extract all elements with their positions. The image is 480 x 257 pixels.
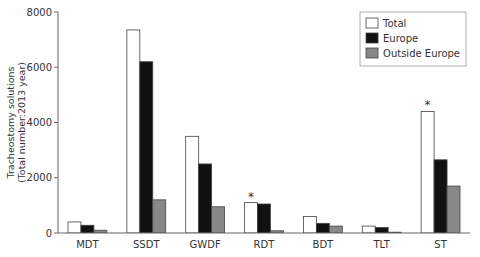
annotation: *	[248, 190, 254, 204]
y-tick-label: 4000	[27, 117, 52, 128]
x-tick-label: BDT	[313, 239, 335, 250]
y-tick	[54, 67, 58, 68]
legend-frame	[360, 12, 466, 66]
chart: 0 2000 4000 6000 8000 MDT SSDT GWDF RDT BDT TLT ST *…	[0, 0, 480, 257]
y-axis-label: Tracheostomy solutions(Total number:2013…	[5, 62, 27, 183]
x-tick-label: RDT	[254, 239, 276, 250]
legend-label: Outside Europe	[383, 48, 460, 59]
legend-label: Total	[382, 18, 406, 29]
bar	[316, 223, 329, 233]
bar	[421, 111, 434, 233]
bar	[153, 200, 166, 233]
bar	[362, 226, 375, 233]
y-axis	[58, 12, 59, 233]
y-tick-label: 0	[46, 228, 52, 239]
y-tick	[54, 177, 58, 178]
legend-swatch	[366, 33, 378, 43]
y-tick	[54, 122, 58, 123]
bar	[68, 222, 81, 233]
annotation: *	[425, 98, 431, 112]
bar	[375, 227, 388, 233]
bar	[303, 216, 316, 233]
bar	[127, 30, 140, 233]
y-axis-label-line: (Total number:2013 year)	[16, 62, 27, 183]
x-tick-label: GWDF	[190, 239, 221, 250]
legend-label: Europe	[383, 33, 418, 44]
legend-swatch	[366, 18, 378, 28]
legend: Total Europe Outside Europe	[360, 12, 466, 66]
bar	[447, 186, 460, 233]
bar	[81, 225, 94, 233]
bar	[245, 203, 258, 233]
bar	[186, 136, 199, 233]
x-axis	[58, 233, 470, 234]
x-tick-label: MDT	[76, 239, 99, 250]
bar	[258, 204, 271, 233]
y-tick-label: 6000	[27, 62, 52, 73]
y-tick	[54, 233, 58, 234]
y-tick-label: 2000	[27, 172, 52, 183]
bar	[212, 207, 225, 233]
y-tick	[54, 12, 58, 13]
x-tick-label: ST	[434, 239, 447, 250]
bar	[434, 160, 447, 233]
background	[0, 0, 480, 257]
x-tick-label: TLT	[373, 239, 391, 250]
bar	[329, 226, 342, 233]
legend-swatch	[366, 48, 378, 58]
bar	[199, 164, 212, 233]
x-tick-label: SSDT	[133, 239, 160, 250]
y-tick-label: 8000	[27, 7, 52, 18]
y-axis-label-line: Tracheostomy solutions	[5, 66, 16, 179]
bar	[140, 62, 153, 233]
